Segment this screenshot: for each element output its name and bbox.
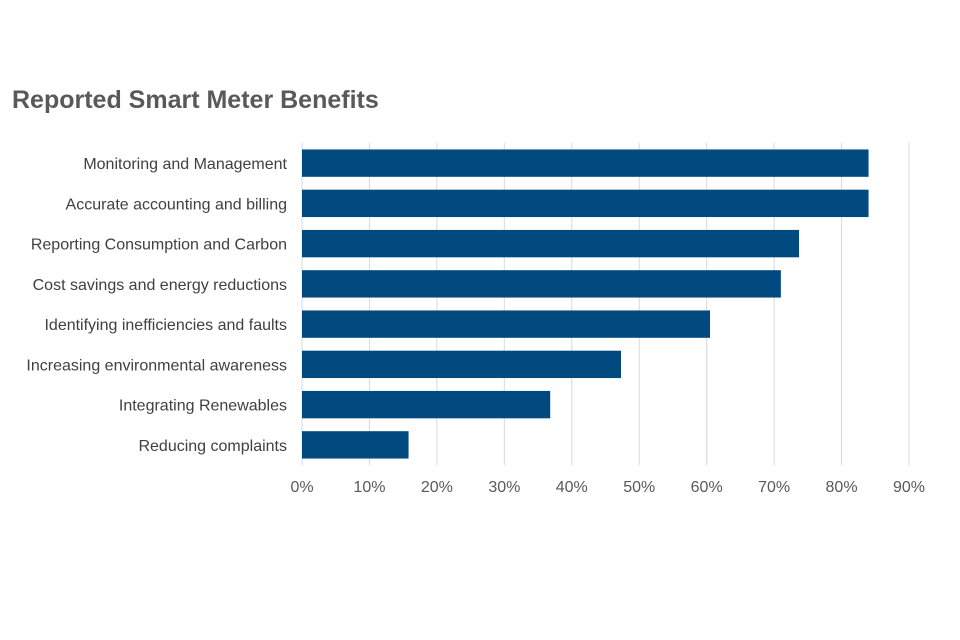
category-label: Reducing complaints <box>138 438 287 455</box>
bar <box>302 149 869 177</box>
bar <box>302 350 622 379</box>
x-tick-label: 70% <box>758 479 790 496</box>
bar <box>302 310 711 338</box>
bars <box>302 149 869 459</box>
x-tick-label: 20% <box>421 479 453 496</box>
x-tick-label: 40% <box>556 479 588 496</box>
category-label: Integrating Renewables <box>119 398 287 415</box>
category-label: Accurate accounting and billing <box>66 196 287 213</box>
bar <box>302 229 800 258</box>
bar <box>302 390 551 419</box>
category-label: Identifying inefficiencies and faults <box>44 317 287 334</box>
x-tick-label: 90% <box>893 479 925 496</box>
category-label: Monitoring and Management <box>83 156 287 173</box>
x-tick-label: 50% <box>623 479 655 496</box>
category-label: Increasing environmental awareness <box>26 357 287 374</box>
x-tick-label: 0% <box>290 479 313 496</box>
bar <box>302 270 781 298</box>
bar <box>302 189 869 218</box>
x-tick-label: 80% <box>826 479 858 496</box>
category-labels: Monitoring and Management Accurate accoun… <box>26 156 287 455</box>
category-label: Reporting Consumption and Carbon <box>31 237 287 254</box>
x-tick-label: 60% <box>691 479 723 496</box>
x-tick-label: 30% <box>488 479 520 496</box>
chart-title: Reported Smart Meter Benefits <box>12 86 379 114</box>
category-label: Cost savings and energy reductions <box>33 277 287 294</box>
x-tick-labels: 0% 10% 20% 30% 40% 50% 60% 70% 80% 90% <box>290 479 925 496</box>
bar <box>302 431 409 459</box>
x-tick-label: 10% <box>353 479 385 496</box>
